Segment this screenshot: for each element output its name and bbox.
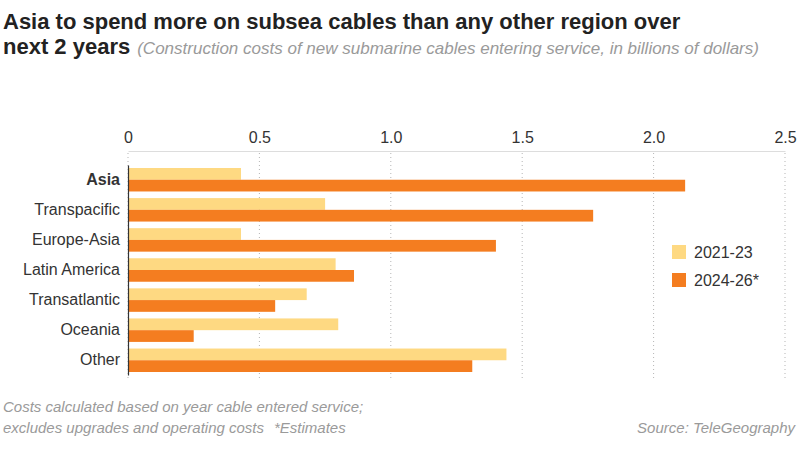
bar bbox=[128, 288, 307, 300]
legend-label: 2021-23 bbox=[694, 244, 753, 261]
tick-label: 2.5 bbox=[774, 129, 796, 146]
tick-label: 1.0 bbox=[380, 129, 402, 146]
tick-label: 0 bbox=[124, 129, 133, 146]
bars bbox=[128, 168, 685, 372]
bar bbox=[128, 270, 354, 282]
tick: 2.5 bbox=[774, 129, 796, 151]
footnote: *Estimates bbox=[274, 419, 346, 436]
footnote: Costs calculated based on year cable ent… bbox=[3, 398, 363, 415]
tick: Europe-Asia bbox=[32, 231, 128, 248]
x-axis: 0 0.5 1.0 1.5 2.0 2.5 bbox=[124, 129, 797, 152]
category-label: Transatlantic bbox=[29, 291, 120, 308]
title: Asia to spend more on subsea cables than… bbox=[3, 9, 681, 34]
tick: Transatlantic bbox=[29, 291, 128, 308]
tick: Latin America bbox=[23, 261, 128, 278]
bar bbox=[128, 240, 496, 252]
bar bbox=[128, 180, 685, 192]
grid-line bbox=[128, 153, 129, 378]
tick: 0.5 bbox=[249, 129, 271, 151]
tick: 1.0 bbox=[380, 129, 402, 151]
legend-swatch bbox=[672, 273, 686, 287]
tick: 0 bbox=[124, 129, 133, 151]
legend-swatch bbox=[672, 245, 686, 259]
bar bbox=[128, 300, 275, 312]
bar bbox=[128, 349, 506, 361]
title: next 2 years bbox=[3, 34, 130, 59]
bar bbox=[128, 330, 194, 342]
bar bbox=[128, 228, 241, 240]
bar bbox=[128, 258, 336, 270]
tick: Oceania bbox=[60, 321, 128, 338]
chart: Asia to spend more on subsea cables than… bbox=[0, 0, 800, 449]
footnote: excludes upgrades and operating costs bbox=[3, 419, 265, 436]
source: Source: TeleGeography bbox=[637, 419, 796, 436]
tick-label: 0.5 bbox=[249, 129, 271, 146]
tick-label: 1.5 bbox=[512, 129, 534, 146]
category-label: Oceania bbox=[60, 321, 120, 338]
category-label: Asia bbox=[86, 171, 120, 188]
axis-line bbox=[128, 166, 129, 376]
tick: Other bbox=[80, 351, 128, 368]
subtitle: (Construction costs of new submarine cab… bbox=[137, 39, 759, 58]
tick: 1.5 bbox=[512, 129, 534, 151]
axis-line bbox=[129, 151, 786, 152]
bar bbox=[128, 210, 593, 222]
bar bbox=[128, 318, 338, 330]
category-label: Latin America bbox=[23, 261, 120, 278]
category-label: Other bbox=[80, 351, 121, 368]
category-label: Transpacific bbox=[34, 201, 120, 218]
grid-line bbox=[785, 153, 786, 378]
bar bbox=[128, 198, 325, 210]
bar bbox=[128, 360, 472, 372]
y-axis: Asia Transpacific Europe-Asia Latin America… bbox=[23, 166, 128, 376]
legend-label: 2024-26* bbox=[694, 272, 759, 289]
tick: Asia bbox=[86, 171, 128, 188]
grid bbox=[128, 153, 785, 378]
category-label: Europe-Asia bbox=[32, 231, 120, 248]
tick-label: 2.0 bbox=[643, 129, 665, 146]
bar bbox=[128, 168, 241, 180]
tick: Transpacific bbox=[34, 201, 128, 218]
legend: 2021-23 2024-26* bbox=[672, 244, 759, 289]
tick: 2.0 bbox=[643, 129, 665, 151]
